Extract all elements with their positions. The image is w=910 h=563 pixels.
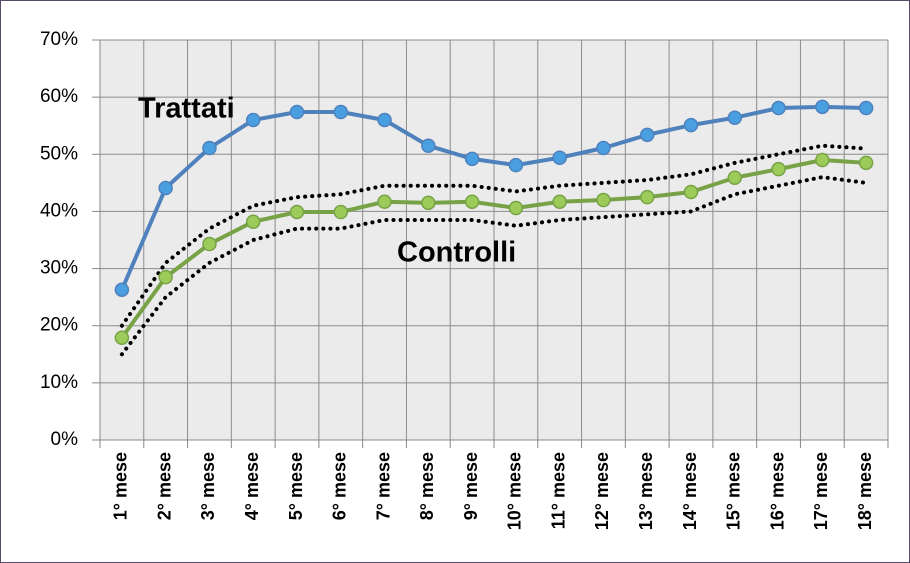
x-tick-label: 18° mese bbox=[855, 452, 875, 530]
marker bbox=[421, 195, 436, 211]
marker bbox=[464, 194, 480, 209]
x-tick-label: 13° mese bbox=[636, 452, 656, 530]
marker bbox=[639, 127, 655, 143]
y-tick-label: 20% bbox=[40, 315, 78, 336]
marker bbox=[377, 194, 392, 209]
x-tick-label: 1° mese bbox=[111, 452, 131, 520]
marker bbox=[421, 138, 436, 153]
marker bbox=[508, 200, 524, 216]
x-tick-label: 4° mese bbox=[242, 452, 262, 520]
marker bbox=[771, 100, 786, 116]
marker bbox=[114, 282, 130, 297]
x-tick-label: 11° mese bbox=[548, 452, 568, 529]
y-tick-label: 30% bbox=[40, 258, 78, 279]
x-tick-label: 9° mese bbox=[461, 452, 481, 520]
marker bbox=[114, 330, 130, 345]
series-label: Controlli bbox=[397, 237, 516, 269]
marker bbox=[202, 236, 217, 252]
marker bbox=[289, 204, 305, 220]
x-tick-label: 7° mese bbox=[373, 452, 393, 520]
y-tick-label: 70% bbox=[40, 29, 78, 50]
marker bbox=[552, 194, 567, 209]
marker bbox=[333, 204, 349, 220]
marker bbox=[727, 170, 743, 185]
x-tick-label: 5° mese bbox=[286, 452, 306, 520]
marker bbox=[333, 104, 349, 120]
marker bbox=[596, 140, 611, 156]
marker bbox=[202, 140, 217, 156]
y-tick-label: 40% bbox=[40, 200, 78, 221]
series-line bbox=[120, 158, 867, 339]
y-tick-label: 10% bbox=[40, 372, 78, 393]
x-tick-label: 17° mese bbox=[811, 452, 831, 530]
x-tick-label: 16° mese bbox=[767, 452, 787, 530]
x-tick-label: 14° mese bbox=[680, 452, 700, 530]
x-tick-label: 2° mese bbox=[154, 452, 174, 520]
marker bbox=[158, 180, 173, 196]
x-tick-label: 12° mese bbox=[592, 452, 612, 530]
marker bbox=[683, 184, 699, 200]
marker bbox=[552, 150, 567, 165]
band-line bbox=[119, 143, 869, 328]
marker bbox=[771, 161, 786, 177]
marker bbox=[245, 214, 261, 229]
marker bbox=[858, 155, 874, 171]
band-line bbox=[119, 175, 869, 357]
marker bbox=[683, 117, 699, 133]
x-tick-label: 15° mese bbox=[724, 452, 744, 530]
x-tick-label: 10° mese bbox=[505, 452, 525, 530]
x-tick-label: 3° mese bbox=[198, 452, 218, 520]
marker bbox=[508, 157, 524, 173]
x-tick-label: 8° mese bbox=[417, 452, 437, 520]
marker bbox=[289, 104, 305, 120]
marker bbox=[815, 152, 830, 168]
y-tick-label: 60% bbox=[40, 86, 78, 107]
marker bbox=[158, 269, 173, 285]
marker bbox=[377, 112, 392, 128]
y-tick-label: 50% bbox=[40, 143, 78, 164]
marker bbox=[596, 192, 611, 208]
marker bbox=[464, 151, 480, 167]
x-tick-label: 6° mese bbox=[330, 452, 350, 520]
marker bbox=[815, 99, 830, 115]
series-line bbox=[120, 104, 867, 291]
marker bbox=[727, 110, 743, 125]
y-tick-label: 0% bbox=[51, 429, 79, 450]
series-label: Trattati bbox=[138, 93, 235, 125]
marker bbox=[245, 112, 261, 128]
marker bbox=[639, 189, 655, 205]
marker bbox=[858, 100, 874, 116]
